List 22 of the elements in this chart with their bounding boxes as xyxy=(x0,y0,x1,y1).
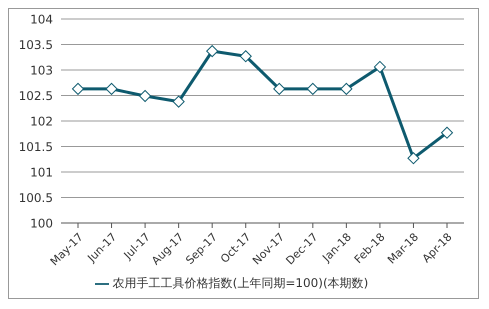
y-tick-label: 102.5 xyxy=(18,88,53,103)
point xyxy=(374,60,386,73)
legend-label: 农用手工工具价格指数(上年同期=100)(本期数) xyxy=(112,276,368,290)
point xyxy=(240,50,252,62)
y-tick-label: 102 xyxy=(30,114,53,128)
y-tick-label: 103.5 xyxy=(18,38,53,52)
point xyxy=(306,82,319,95)
y-tick-label: 101 xyxy=(30,165,53,180)
point xyxy=(407,152,420,164)
point xyxy=(139,90,152,102)
y-tick-label: 104 xyxy=(30,12,53,26)
y-tick-label: 100.5 xyxy=(18,190,53,205)
y-tick-label: 100 xyxy=(30,216,53,230)
point xyxy=(340,82,352,95)
y-tick-label: 101.5 xyxy=(18,140,53,154)
point xyxy=(441,126,453,139)
point xyxy=(206,45,218,58)
point xyxy=(72,82,84,95)
point xyxy=(106,82,118,95)
point xyxy=(273,82,286,95)
y-tick-label: 103 xyxy=(30,63,53,78)
point xyxy=(172,96,185,108)
